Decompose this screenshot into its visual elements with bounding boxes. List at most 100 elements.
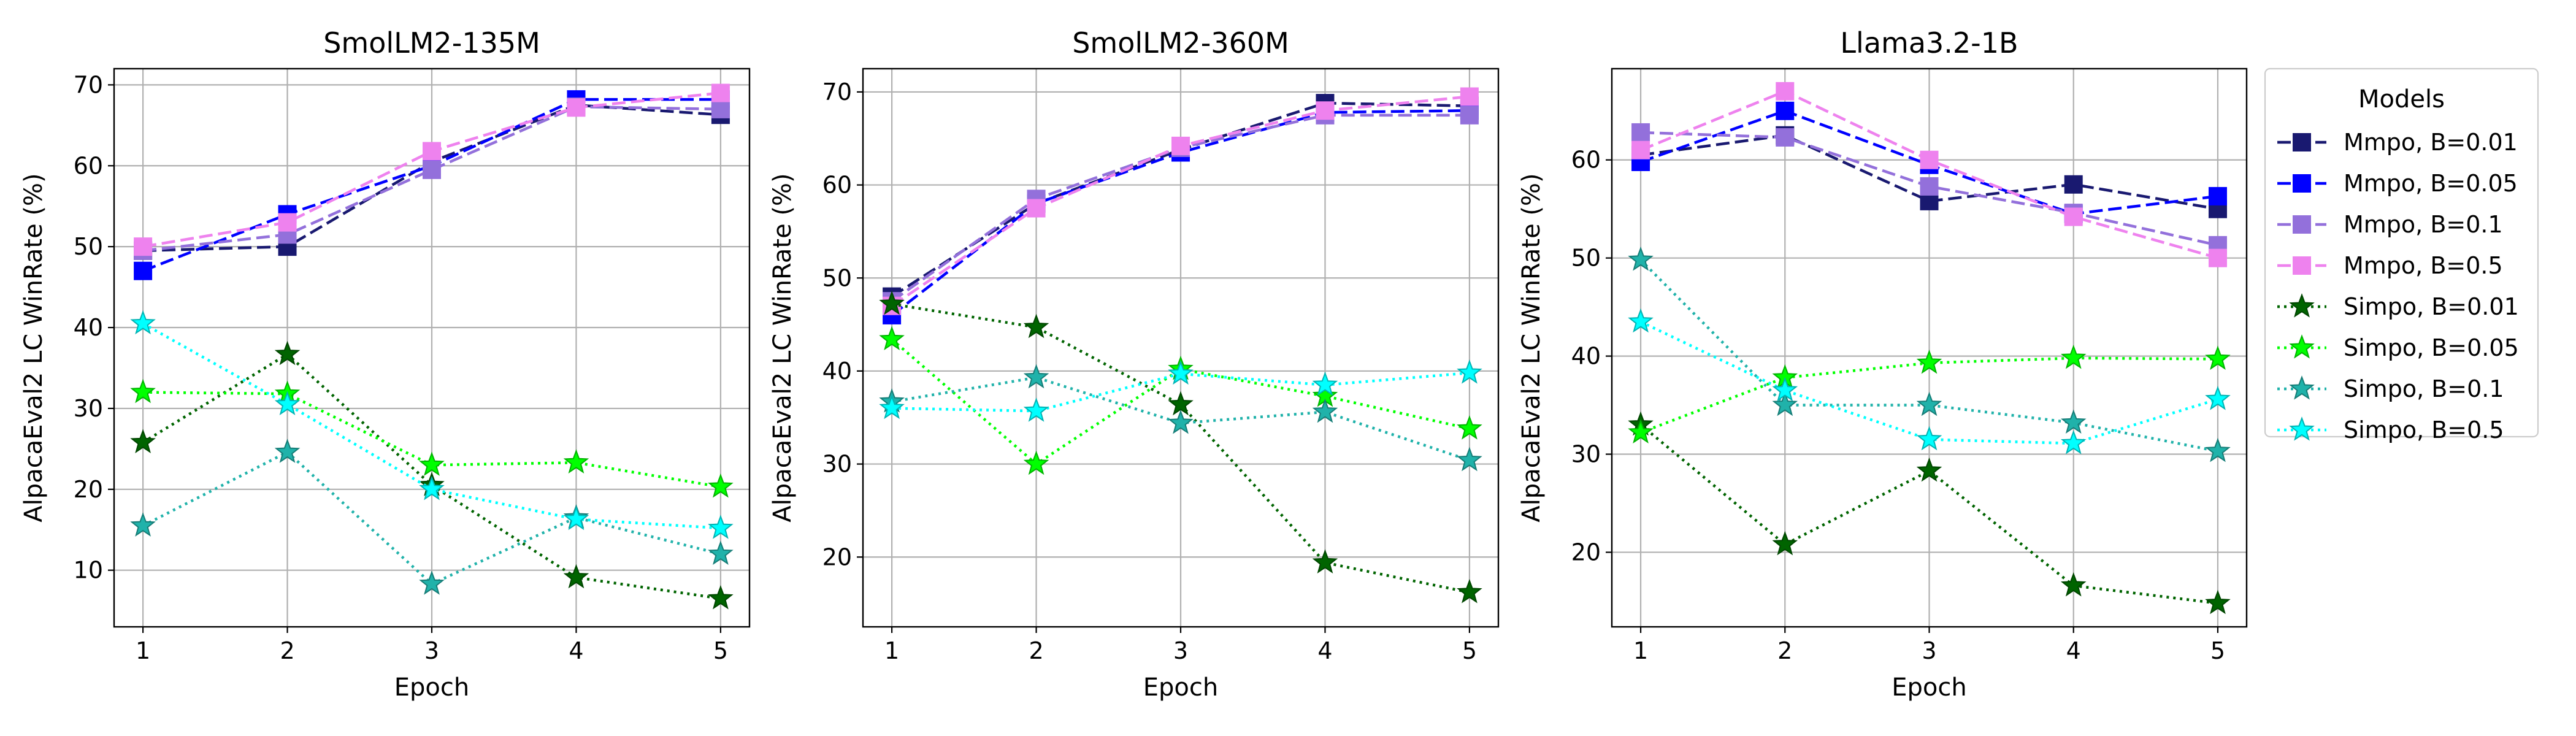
legend-label: Mmpo, B=0.5 — [2344, 252, 2503, 279]
data-point — [130, 310, 156, 335]
data-point — [130, 512, 156, 537]
data-point — [274, 391, 301, 415]
data-point — [1772, 391, 1798, 416]
data-point — [2205, 345, 2231, 370]
chart-title: SmolLM2-135M — [323, 26, 540, 59]
x-tick-label: 3 — [424, 637, 439, 664]
data-point — [2060, 344, 2087, 369]
series-8 — [1628, 308, 2231, 454]
data-point — [1457, 415, 1482, 440]
series-line — [1639, 423, 2218, 605]
data-point — [130, 429, 156, 453]
data-point — [1916, 426, 1942, 451]
y-tick-label: 20 — [1571, 539, 1601, 565]
y-tick-label: 50 — [74, 233, 103, 260]
legend-marker — [2293, 133, 2311, 151]
legend-entry: Mmpo, B=0.01 — [2277, 129, 2518, 156]
data-point — [2208, 186, 2227, 205]
y-tick-label: 10 — [74, 557, 103, 584]
data-point — [1460, 105, 1479, 125]
series-line — [1640, 134, 2218, 210]
data-point — [2060, 430, 2087, 454]
x-tick-label: 4 — [2066, 637, 2081, 664]
data-point — [711, 83, 730, 102]
legend-label: Simpo, B=0.5 — [2344, 416, 2504, 443]
series-line — [1640, 356, 2218, 434]
x-tick-label: 2 — [1029, 637, 1043, 664]
data-point — [1168, 360, 1194, 385]
y-axis-label: AlpacaEval2 LC WinRate (%) — [20, 173, 48, 522]
x-tick-label: 5 — [2210, 637, 2225, 664]
data-point — [708, 515, 734, 539]
data-point — [134, 261, 153, 280]
series-line — [892, 371, 1470, 413]
data-point — [423, 160, 441, 179]
y-tick-label: 60 — [822, 172, 852, 199]
data-point — [1168, 410, 1194, 434]
x-axis-label: Epoch — [394, 673, 469, 702]
data-point — [1916, 391, 1942, 416]
data-point — [1772, 531, 1798, 556]
data-point — [1023, 313, 1049, 339]
data-point — [1628, 247, 1654, 271]
series-6 — [1628, 344, 2231, 444]
data-point — [274, 439, 301, 463]
data-point — [708, 585, 734, 610]
data-point — [1460, 87, 1479, 106]
series-7 — [1628, 247, 2231, 462]
legend-label: Simpo, B=0.01 — [2344, 293, 2519, 320]
data-point — [2205, 386, 2231, 410]
data-point — [1023, 450, 1049, 475]
series-line — [142, 105, 721, 252]
x-tick-label: 3 — [1922, 637, 1936, 664]
y-tick-label: 40 — [822, 358, 852, 385]
legend-entry: Simpo, B=0.5 — [2277, 416, 2504, 443]
legend-marker — [2289, 334, 2315, 359]
data-point — [563, 505, 589, 531]
series-4 — [1631, 82, 2227, 267]
series-8 — [879, 359, 1482, 422]
data-point — [278, 213, 297, 232]
y-axis-label: AlpacaEval2 LC WinRate (%) — [769, 173, 797, 522]
data-point — [1312, 549, 1338, 574]
chart-title: SmolLM2-360M — [1072, 26, 1289, 59]
x-tick-label: 1 — [1633, 637, 1648, 664]
y-tick-label: 30 — [74, 395, 103, 422]
data-point — [2060, 572, 2087, 597]
y-tick-label: 70 — [822, 79, 852, 105]
chart-panel-2: 1 2 3 4 5 20 30 40 50 60 70 SmolLM2-360M Epoch Alpaca… — [769, 26, 1500, 702]
data-point — [1457, 359, 1482, 384]
data-point — [708, 540, 734, 565]
legend-entry: Simpo, B=0.05 — [2277, 334, 2519, 361]
y-axis-label: AlpacaEval2 LC WinRate (%) — [1517, 173, 1546, 522]
data-point — [1312, 398, 1338, 423]
y-tick-label: 40 — [74, 314, 103, 341]
x-tick-label: 3 — [1173, 637, 1188, 664]
data-point — [1312, 371, 1338, 396]
data-point — [879, 290, 905, 315]
series-4 — [134, 83, 730, 256]
legend-box — [2264, 67, 2539, 438]
legend-entry: Simpo, B=0.01 — [2277, 293, 2519, 320]
legend-title: Models — [2358, 85, 2445, 113]
series-8 — [130, 310, 734, 539]
data-point — [1168, 391, 1194, 416]
data-point — [274, 340, 301, 366]
data-point — [1171, 136, 1190, 155]
data-point — [2064, 207, 2083, 226]
x-tick-label: 2 — [1777, 637, 1792, 664]
data-point — [1023, 364, 1049, 389]
x-tick-label: 5 — [713, 637, 728, 664]
series-5 — [879, 290, 1482, 604]
data-point — [1776, 82, 1795, 101]
x-tick-label: 5 — [1462, 637, 1477, 664]
data-point — [419, 451, 445, 476]
data-point — [711, 99, 730, 118]
data-point — [1916, 349, 1942, 374]
data-point — [1457, 447, 1482, 472]
legend-marker — [2289, 416, 2315, 441]
y-tick-label: 70 — [74, 71, 103, 98]
data-point — [2205, 437, 2231, 462]
y-tick-label: 50 — [822, 264, 852, 291]
